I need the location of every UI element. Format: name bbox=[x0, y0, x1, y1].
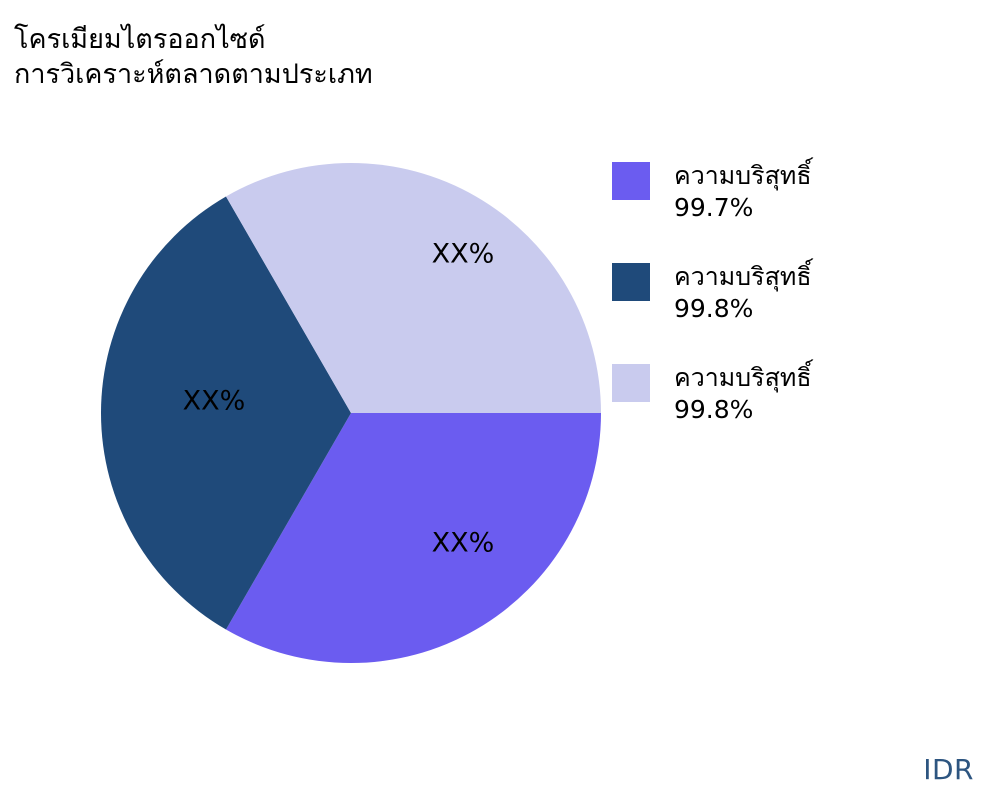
chart-title-line-2: การวิเคราะห์ตลาดตามประเภท bbox=[14, 59, 373, 91]
legend-label-line-2: 99.7% bbox=[674, 192, 754, 222]
chart-title-line-1: โครเมียมไตรออกไซด์ bbox=[14, 24, 266, 55]
pie-slice-labels: XX% XX% XX% bbox=[183, 239, 495, 559]
pie-slices bbox=[100, 162, 601, 664]
legend-item-purity-99-7[interactable]: ความบริสุทธิ์ 99.7% bbox=[612, 160, 992, 223]
chart-title: โครเมียมไตรออกไซด์ การวิเคราะห์ตลาดตามปร… bbox=[14, 22, 614, 92]
legend-label-line-1: ความบริสุทธิ์ bbox=[674, 363, 812, 392]
legend-label-line-1: ความบริสุทธิ์ bbox=[674, 161, 812, 190]
legend-item-purity-99-8-b[interactable]: ความบริสุทธิ์ 99.8% bbox=[612, 362, 992, 425]
legend-label-purity-99-7: ความบริสุทธิ์ 99.7% bbox=[674, 160, 812, 223]
pie-slice-label-navy: XX% bbox=[183, 386, 246, 417]
pie-slice-lavender[interactable] bbox=[226, 162, 601, 413]
legend-label-line-1: ความบริสุทธิ์ bbox=[674, 262, 812, 291]
pie-slice-label-purple: XX% bbox=[432, 528, 495, 559]
pie-slice-purple[interactable] bbox=[226, 413, 601, 664]
legend-swatch-lavender bbox=[612, 364, 650, 402]
legend-swatch-navy bbox=[612, 263, 650, 301]
pie-slice-label-lavender: XX% bbox=[432, 239, 495, 270]
chart-legend: ความบริสุทธิ์ 99.7% ความบริสุทธิ์ 99.8% … bbox=[612, 160, 992, 463]
legend-label-line-2: 99.8% bbox=[674, 394, 754, 424]
watermark-idr: IDR bbox=[923, 753, 974, 786]
legend-label-purity-99-8-b: ความบริสุทธิ์ 99.8% bbox=[674, 362, 812, 425]
legend-label-line-2: 99.8% bbox=[674, 293, 754, 323]
pie-chart-svg: XX% XX% XX% bbox=[100, 162, 601, 664]
legend-item-purity-99-8-a[interactable]: ความบริสุทธิ์ 99.8% bbox=[612, 261, 992, 324]
pie-slice-navy[interactable] bbox=[100, 196, 352, 630]
legend-label-purity-99-8-a: ความบริสุทธิ์ 99.8% bbox=[674, 261, 812, 324]
legend-swatch-purple bbox=[612, 162, 650, 200]
pie-chart: XX% XX% XX% bbox=[100, 162, 601, 664]
